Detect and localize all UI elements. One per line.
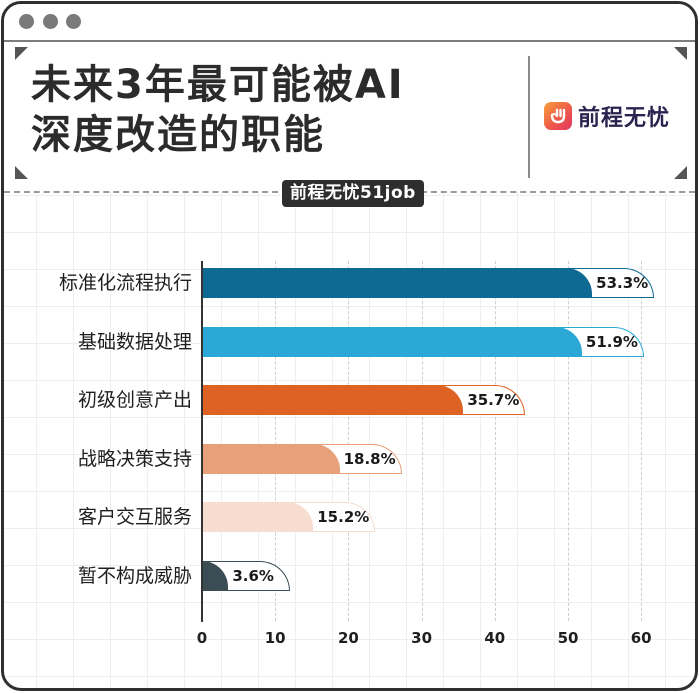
- window-control-dot[interactable]: [43, 14, 58, 29]
- x-tick-label: 20: [337, 629, 359, 647]
- gridline: [641, 261, 643, 621]
- window-chrome: [4, 4, 695, 40]
- category-label: 标准化流程执行: [58, 272, 192, 294]
- gridline: [275, 261, 277, 621]
- bar-row: 客户交互服务 15.2%: [4, 502, 695, 533]
- category-label: 基础数据处理: [77, 330, 192, 353]
- chart-title: 未来3年最可能被AI 深度改造的职能: [31, 60, 511, 160]
- gridline: [568, 261, 569, 621]
- title-line-1: 未来3年最可能被AI: [31, 62, 405, 108]
- bar-fill: [202, 443, 340, 474]
- bar-value-label: 18.8%: [343, 449, 396, 468]
- bar-value-label: 35.7%: [467, 391, 520, 410]
- corner-marker-icon: [15, 166, 28, 179]
- window-control-dot[interactable]: [66, 14, 81, 29]
- bar-value-label: 51.9%: [585, 332, 638, 351]
- bar-value-label: 15.2%: [317, 508, 370, 527]
- gridline: [494, 261, 496, 621]
- hand-icon: [544, 102, 572, 130]
- grid-background: [4, 192, 695, 688]
- y-axis-line: [201, 261, 203, 622]
- gridline: [348, 261, 350, 621]
- bar-row: 基础数据处理 51.9%: [4, 326, 695, 357]
- logo-text: 前程无忧: [578, 106, 671, 131]
- gridline: [421, 261, 423, 621]
- bar-fill: [202, 502, 314, 533]
- header-divider: [528, 56, 530, 178]
- x-tick-label: 10: [264, 629, 286, 647]
- x-tick-label: 30: [411, 629, 433, 647]
- source-badge: 前程无忧51job: [282, 180, 424, 207]
- x-tick-label: 50: [557, 629, 579, 647]
- bar-fill: [202, 326, 582, 357]
- category-label: 战略决策支持: [77, 447, 192, 470]
- corner-marker-icon: [15, 47, 28, 60]
- bar-row: 战略决策支持 18.8%: [4, 443, 695, 474]
- x-tick-label: 40: [484, 629, 506, 647]
- chrome-separator: [4, 40, 695, 42]
- category-label: 客户交互服务: [77, 506, 192, 529]
- x-tick-label: 60: [630, 629, 652, 647]
- brand-logo: 前程无忧: [544, 100, 670, 132]
- category-label: 初级创意产出: [77, 389, 192, 412]
- corner-marker-icon: [674, 47, 687, 60]
- title-line-2: 深度改造的职能: [31, 112, 325, 158]
- bar-value-label: 3.6%: [232, 567, 274, 585]
- bar-value-label: 53.3%: [596, 274, 649, 292]
- category-label: 暂不构成威胁: [77, 565, 192, 587]
- bar-row: 初级创意产出 35.7%: [4, 385, 695, 416]
- bar-fill: [202, 268, 593, 298]
- corner-marker-icon: [674, 166, 687, 179]
- bar-row: 标准化流程执行 53.3%: [4, 268, 695, 298]
- bar-fill: [202, 385, 464, 416]
- bar-row: 暂不构成威胁 3.6%: [4, 561, 695, 591]
- window-control-dot[interactable]: [19, 14, 34, 29]
- x-tick-label: 0: [196, 629, 208, 647]
